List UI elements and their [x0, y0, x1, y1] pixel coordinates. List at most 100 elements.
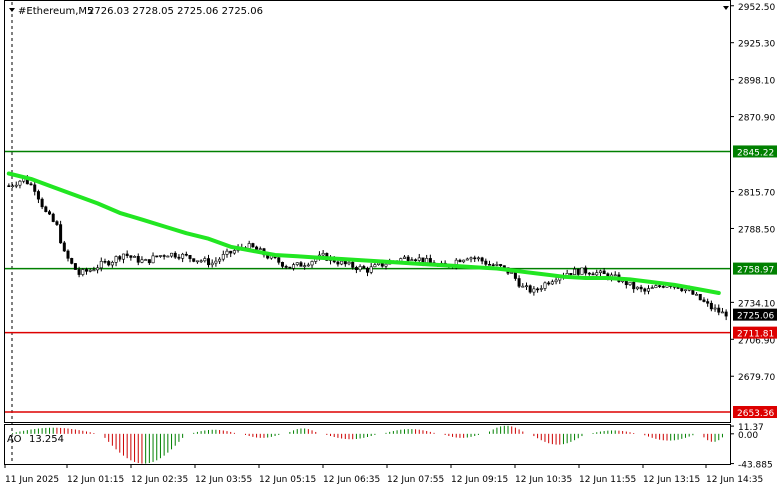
candle-body — [166, 255, 170, 258]
candle-body — [303, 265, 307, 267]
candle-body — [377, 262, 381, 266]
price-tick-label: 2706.90 — [738, 336, 775, 346]
ao-tick-label: 11.37 — [738, 423, 764, 433]
candle-body — [480, 257, 484, 262]
ma-line — [6, 171, 721, 295]
candle-body — [661, 286, 665, 288]
candle-body — [336, 261, 340, 265]
candle-body — [428, 258, 432, 263]
candle-body — [306, 264, 310, 267]
candle-body — [539, 288, 543, 290]
ao-histogram — [12, 425, 723, 464]
candle-body — [580, 267, 584, 275]
candle-body — [484, 260, 488, 265]
candle-body — [384, 263, 388, 267]
candle-body — [14, 184, 18, 187]
candle-body — [255, 246, 259, 250]
time-tick-label: 12 Jun 06:35 — [323, 475, 380, 485]
price-tick-label: 2815.70 — [738, 189, 775, 199]
price-tick-label: 2870.90 — [738, 114, 775, 124]
candle-body — [207, 258, 211, 266]
candle-body — [310, 261, 314, 266]
candle-body — [639, 286, 643, 290]
candle-body — [613, 274, 617, 277]
candle-body — [695, 293, 699, 296]
candle-body — [406, 256, 410, 261]
candle-body — [650, 287, 654, 289]
candle-body — [170, 252, 174, 257]
candle-body — [11, 185, 15, 188]
candle-body — [29, 183, 33, 186]
ao-panel[interactable] — [4, 424, 731, 465]
price-tick-label: 2788.50 — [738, 225, 775, 235]
candle-body — [369, 266, 373, 273]
candle-body — [195, 260, 199, 263]
candle-body — [513, 272, 517, 279]
price-axis: 2952.50 2925.30 2898.10 2870.90 2815.70 2788.… — [730, 3, 775, 383]
candle-body — [532, 288, 536, 293]
candle-body — [635, 286, 639, 290]
candle-body — [458, 259, 462, 263]
candle-body — [724, 311, 728, 317]
candle-body — [591, 273, 595, 276]
candle-body — [40, 198, 44, 208]
candle-body — [62, 242, 66, 252]
price-tags: 2845.22 2758.97 2711.81 2653.36 2725.06 — [733, 145, 777, 419]
candle-body — [517, 278, 521, 287]
candle-body — [199, 260, 203, 263]
current-price-label: 2725.06 — [737, 312, 774, 322]
candle-body — [181, 253, 185, 259]
candle-body — [569, 273, 573, 275]
time-tick-label: 12 Jun 07:55 — [387, 475, 444, 485]
candle-body — [73, 263, 77, 270]
candle-body — [147, 259, 151, 264]
candle-body — [680, 288, 684, 292]
candle-body — [698, 293, 702, 301]
candle-body — [476, 257, 480, 260]
candle-body — [188, 254, 192, 259]
level-price-label: 2711.81 — [737, 330, 774, 340]
candle-body — [99, 260, 103, 269]
candle-body — [414, 259, 418, 261]
candle-body — [48, 211, 52, 215]
candle-body — [465, 258, 469, 261]
candle-body — [162, 255, 166, 257]
candle-body — [554, 279, 558, 283]
candle-body — [598, 270, 602, 273]
candle-body — [225, 250, 229, 255]
candle-body — [351, 261, 355, 268]
candle-body — [628, 281, 632, 286]
candle-body — [543, 282, 547, 289]
candle-body — [632, 281, 636, 290]
candle-body — [92, 269, 96, 272]
candle-body — [702, 299, 706, 302]
time-tick-label: 12 Jun 14:35 — [706, 475, 763, 485]
candle-body — [258, 248, 262, 250]
candle-body — [720, 311, 724, 314]
candle-body — [510, 272, 514, 274]
candle-body — [151, 255, 155, 264]
candle-body — [136, 256, 140, 263]
ao-tick-label: -43.885 — [738, 461, 773, 471]
candle-body — [410, 259, 414, 261]
candle-body — [129, 255, 133, 258]
candle-body — [347, 261, 351, 265]
current-price-tag — [733, 308, 777, 321]
header-arrow-icon — [9, 8, 15, 12]
moving-average — [6, 171, 721, 295]
level-price-label: 2653.36 — [737, 409, 774, 419]
candle-body — [221, 254, 225, 260]
candle-body — [380, 262, 384, 267]
scroll-arrow-icon[interactable] — [723, 6, 729, 10]
candle-body — [713, 307, 717, 310]
candle-body — [107, 261, 111, 266]
candle-body — [133, 256, 137, 258]
candle-body — [184, 253, 188, 256]
price-panel[interactable] — [4, 0, 731, 423]
candle-body — [288, 266, 292, 269]
candle-body — [602, 270, 606, 275]
time-tick-label: 12 Jun 05:15 — [259, 475, 316, 485]
level-price-tag — [733, 262, 777, 275]
candle-body — [365, 267, 369, 273]
